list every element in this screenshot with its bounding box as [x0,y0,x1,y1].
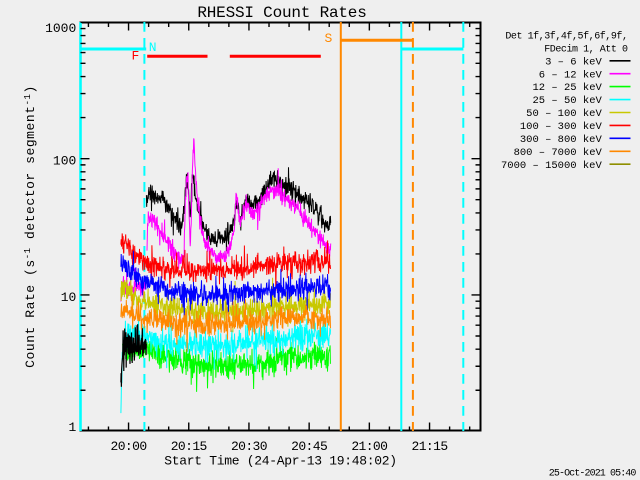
svg-text:1: 1 [68,420,76,435]
svg-text:21:15: 21:15 [412,439,448,454]
svg-text:6 – 12 keV: 6 – 12 keV [539,69,603,81]
svg-text:20:15: 20:15 [171,439,207,454]
svg-text:800 – 7000 keV: 800 – 7000 keV [514,147,603,159]
svg-text:100 – 300 keV: 100 – 300 keV [520,121,603,133]
svg-text:Count Rate (s-1 detector segme: Count Rate (s-1 detector segment-1) [23,85,38,368]
svg-text:50 – 100 keV: 50 – 100 keV [526,108,602,120]
svg-text:20:45: 20:45 [291,439,327,454]
svg-text:Det 1f,3f,4f,5f,6f,9f,: Det 1f,3f,4f,5f,6f,9f, [505,31,627,43]
svg-text:10: 10 [61,290,77,305]
svg-text:FDecim 1, Att 0: FDecim 1, Att 0 [544,43,628,55]
svg-text:Start Time (24-Apr-13 19:48:02: Start Time (24-Apr-13 19:48:02) [164,453,397,468]
svg-text:3 – 6 keV: 3 – 6 keV [545,56,602,68]
svg-text:F: F [132,49,140,64]
svg-text:25 – 50 keV: 25 – 50 keV [532,95,602,107]
svg-text:7000 – 15000 keV: 7000 – 15000 keV [501,160,603,172]
svg-text:21:00: 21:00 [351,439,387,454]
svg-text:12 – 25 keV: 12 – 25 keV [532,82,602,94]
svg-text:1000: 1000 [45,21,76,36]
svg-text:20:30: 20:30 [231,439,267,454]
svg-text:S: S [325,31,333,46]
svg-text:N: N [149,40,157,55]
svg-text:RHESSI Count Rates: RHESSI Count Rates [197,4,366,22]
svg-text:25-Oct-2021 05:40: 25-Oct-2021 05:40 [549,469,637,480]
svg-text:100: 100 [53,153,76,168]
svg-text:300 – 800 keV: 300 – 800 keV [520,134,603,146]
svg-text:20:00: 20:00 [111,439,147,454]
